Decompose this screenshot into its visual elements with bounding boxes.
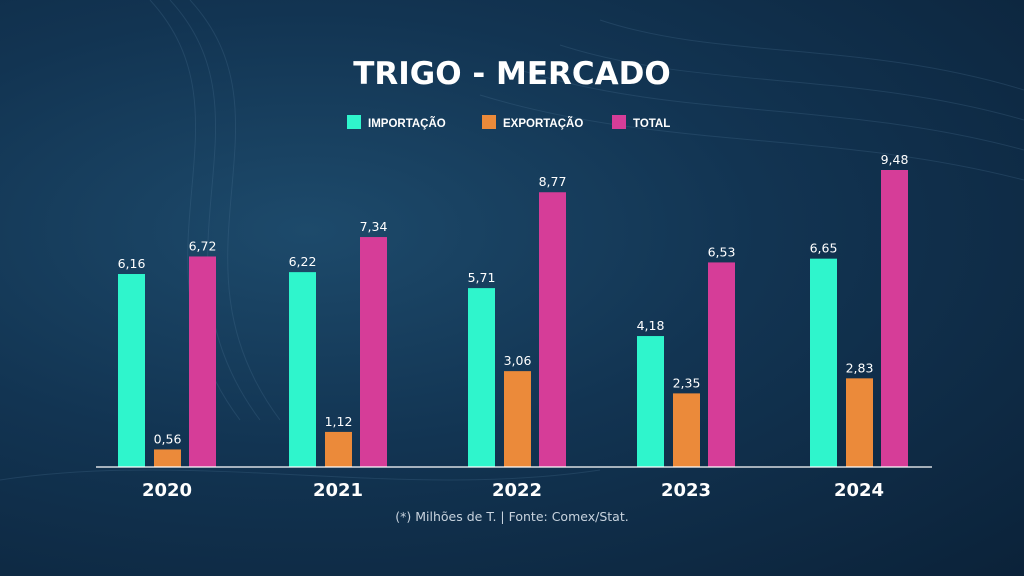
bar-total-2022 [539, 192, 566, 468]
bar-exportao-2021 [325, 431, 352, 467]
bar-importao-2023 [637, 336, 664, 467]
value-label: 2,35 [673, 375, 701, 390]
legend: IMPORTAÇÃO EXPORTAÇÃO TOTAL [347, 115, 670, 130]
bars [118, 170, 908, 468]
value-label: 1,12 [325, 414, 353, 429]
bar-importao-2022 [468, 288, 495, 467]
legend-label: EXPORTAÇÃO [503, 117, 583, 130]
value-label: 0,56 [154, 431, 182, 446]
category-label-2021: 2021 [313, 480, 363, 501]
legend-swatch-importao [347, 115, 361, 129]
bar-importao-2021 [289, 272, 316, 467]
value-label: 6,16 [118, 256, 146, 271]
background-pattern [0, 0, 1024, 481]
category-label-2023: 2023 [661, 480, 711, 501]
value-label: 3,06 [504, 353, 532, 368]
category-label-2020: 2020 [142, 480, 192, 501]
category-label-2022: 2022 [492, 480, 542, 501]
bar-exportao-2024 [846, 378, 873, 467]
chart-title: TRIGO - MERCADO [353, 56, 671, 92]
category-labels: 2020 2021 2022 2023 2024 [142, 480, 884, 501]
value-label: 5,71 [468, 270, 496, 285]
value-label: 6,53 [708, 244, 736, 259]
bar-importao-2024 [810, 258, 837, 467]
bar-exportao-2020 [154, 449, 181, 467]
value-label: 6,65 [810, 241, 838, 256]
legend-label: IMPORTAÇÃO [368, 117, 446, 130]
legend-swatch-total [612, 115, 626, 129]
bar-total-2023 [708, 262, 735, 467]
bar-exportao-2023 [673, 393, 700, 467]
value-labels: 6,16 0,56 6,72 6,22 1,12 7,34 5,71 3,06 8,77 4,18… [118, 152, 909, 446]
bar-importao-2020 [118, 274, 145, 467]
bar-exportao-2022 [504, 371, 531, 467]
bar-total-2021 [360, 237, 387, 467]
value-label: 2,83 [846, 360, 874, 375]
bar-total-2024 [881, 170, 908, 467]
value-label: 4,18 [637, 318, 665, 333]
value-label: 8,77 [539, 174, 567, 189]
value-label: 9,48 [881, 152, 909, 167]
category-label-2024: 2024 [834, 480, 884, 501]
source-note: (*) Milhões de T. | Fonte: Comex/Stat. [395, 509, 628, 524]
value-label: 7,34 [360, 219, 388, 234]
bar-total-2020 [189, 256, 216, 467]
legend-label: TOTAL [633, 118, 670, 130]
value-label: 6,22 [289, 254, 317, 269]
value-label: 6,72 [189, 238, 217, 253]
legend-swatch-exportao [482, 115, 496, 129]
